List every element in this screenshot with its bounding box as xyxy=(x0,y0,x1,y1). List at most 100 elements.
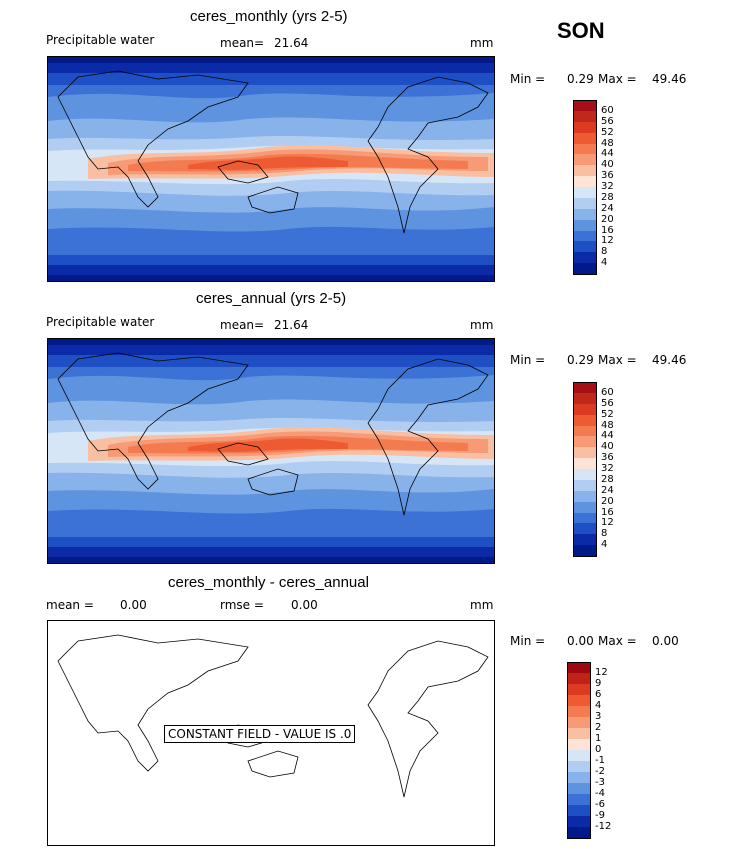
colorbar-swatch xyxy=(567,662,591,674)
panel1-map xyxy=(47,56,495,282)
panel2-min-label: Min = xyxy=(510,353,546,367)
panel2-colorbar: 60 56 52 48 44 40 36 32 28 24 20 16 12 8 4 xyxy=(573,382,614,557)
colorbar-swatch xyxy=(573,100,597,112)
colorbar-swatch xyxy=(573,403,597,415)
panel3-title: ceres_monthly - ceres_annual xyxy=(168,574,369,591)
colorbar-tick-label: 16 xyxy=(601,224,614,236)
panel2-max-label: Max = xyxy=(598,353,637,367)
colorbar-tick-label: -9 xyxy=(595,810,605,821)
panel2-field-plot xyxy=(48,339,494,563)
colorbar-tick-label: 2 xyxy=(595,722,602,733)
panel1-units: mm xyxy=(470,36,494,50)
panel3-mean-label: mean = xyxy=(46,598,94,612)
colorbar-swatch xyxy=(567,673,591,684)
colorbar-swatch xyxy=(573,545,597,557)
colorbar-swatch xyxy=(573,110,597,122)
colorbar-swatch xyxy=(567,783,591,794)
colorbar-tick-label: 8 xyxy=(601,528,608,540)
colorbar-tick-label: 12 xyxy=(601,517,614,529)
panel2-max-value: 49.46 xyxy=(652,353,687,367)
colorbar-tick-label: 4 xyxy=(601,257,608,269)
colorbar-tick-label: 56 xyxy=(601,397,614,409)
colorbar-tick-label: -6 xyxy=(595,799,605,810)
colorbar-swatch xyxy=(573,523,597,535)
colorbar-tick-label: 36 xyxy=(601,452,614,464)
panel3-min-value: 0.00 xyxy=(567,634,594,648)
colorbar-tick-label: 32 xyxy=(601,181,614,192)
panel2-mean-label: mean= xyxy=(220,318,265,332)
colorbar-tick-label: 60 xyxy=(601,386,614,398)
colorbar-tick-label: 3 xyxy=(595,711,602,722)
panel1-min-label: Min = xyxy=(510,72,546,86)
colorbar-swatch xyxy=(567,728,591,739)
colorbar-tick-label: 9 xyxy=(595,678,602,689)
colorbar-swatch xyxy=(573,176,597,187)
colorbar-tick-label: 52 xyxy=(601,126,614,138)
colorbar-tick-label: -12 xyxy=(595,821,612,832)
panel1-max-label: Max = xyxy=(598,72,637,86)
colorbar-tick-label: 24 xyxy=(601,484,614,496)
colorbar-tick-label: 6 xyxy=(595,689,602,700)
panel2-min-value: 0.29 xyxy=(567,353,594,367)
season-label: SON xyxy=(557,18,605,43)
panel2-variable: Precipitable water xyxy=(46,315,155,329)
colorbar-tick-label: 60 xyxy=(601,104,614,116)
colorbar-tick-label: 16 xyxy=(601,506,614,518)
colorbar-swatch xyxy=(573,469,597,480)
colorbar-swatch xyxy=(573,132,597,144)
colorbar-tick-label: -4 xyxy=(595,788,605,799)
panel3-rmse-value: 0.00 xyxy=(291,598,318,612)
colorbar-swatch xyxy=(567,695,591,706)
colorbar-tick-label: -3 xyxy=(595,777,605,788)
colorbar-swatch xyxy=(573,414,597,426)
panel3-max-label: Max = xyxy=(598,634,637,648)
colorbar-tick-label: -2 xyxy=(595,766,605,777)
colorbar-swatch xyxy=(573,154,597,166)
colorbar-swatch xyxy=(573,447,597,459)
colorbar-tick-label: 56 xyxy=(601,115,614,127)
colorbar-swatch xyxy=(573,501,597,513)
colorbar-swatch xyxy=(573,425,597,437)
colorbar-tick-label: 1 xyxy=(595,733,602,744)
colorbar-tick-label: 20 xyxy=(601,495,614,507)
panel3-min-label: Min = xyxy=(510,634,546,648)
colorbar-tick-label: 0 xyxy=(595,744,602,755)
colorbar-swatch xyxy=(567,706,591,717)
panel1-mean-value: 21.64 xyxy=(274,36,309,50)
colorbar-tick-label: 8 xyxy=(601,246,608,258)
colorbar-tick-label: 4 xyxy=(595,700,602,711)
panel3-max-value: 0.00 xyxy=(652,634,679,648)
colorbar-tick-label: 28 xyxy=(601,191,614,203)
colorbar-tick-label: 52 xyxy=(601,408,614,420)
colorbar-swatch xyxy=(573,263,597,275)
colorbar-swatch xyxy=(573,121,597,133)
colorbar-swatch xyxy=(567,717,591,728)
colorbar-swatch xyxy=(567,761,591,772)
colorbar-tick-label: 12 xyxy=(601,235,614,247)
colorbar-swatch xyxy=(573,392,597,404)
colorbar-tick-label: 12 xyxy=(595,667,608,678)
colorbar-tick-label: 28 xyxy=(601,473,614,485)
colorbar-swatch xyxy=(573,197,597,209)
colorbar-swatch xyxy=(567,794,591,805)
colorbar-swatch xyxy=(573,490,597,502)
colorbar-swatch xyxy=(567,805,591,816)
panel1-title: ceres_monthly (yrs 2-5) xyxy=(190,8,348,25)
colorbar-tick-label: 48 xyxy=(601,419,614,431)
panel3-colorbar: 12 9 6 4 3 2 1 0 -1 -2 -3 -4 -6 -9 -12 xyxy=(567,662,611,839)
colorbar-tick-label: 20 xyxy=(601,213,614,225)
panel1-variable: Precipitable water xyxy=(46,33,155,47)
constant-field-note: CONSTANT FIELD - VALUE IS .0 xyxy=(164,725,356,743)
colorbar-tick-label: 40 xyxy=(601,441,614,453)
colorbar-swatch xyxy=(573,479,597,491)
colorbar-swatch xyxy=(573,512,597,524)
colorbar-swatch xyxy=(573,208,597,220)
panel3-units: mm xyxy=(470,598,494,612)
panel2-title: ceres_annual (yrs 2-5) xyxy=(196,290,347,307)
colorbar-swatch xyxy=(567,684,591,695)
colorbar-swatch xyxy=(573,436,597,448)
colorbar-swatch xyxy=(567,827,591,839)
colorbar-swatch xyxy=(567,772,591,783)
panel1-colorbar: 60 56 52 48 44 40 36 32 28 24 20 16 12 8 4 xyxy=(573,100,614,275)
colorbar-tick-label: 24 xyxy=(601,202,614,214)
